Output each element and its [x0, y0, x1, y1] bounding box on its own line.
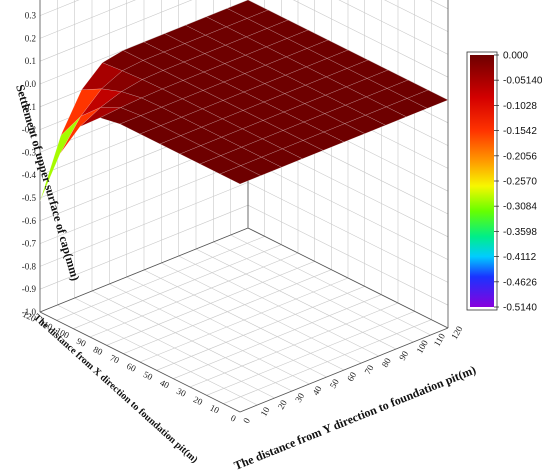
z-tick-label: 0.1 — [25, 56, 36, 66]
colorbar-tick-label: -0.1028 — [503, 101, 537, 112]
y-tick-label: 50 — [328, 377, 341, 390]
x-tick-label: 30 — [175, 386, 188, 399]
x-tick-label: 0 — [229, 413, 238, 424]
y-tick-label: 20 — [276, 398, 289, 411]
colorbar-tick-label: -0.1542 — [503, 126, 537, 137]
surface-patch — [226, 0, 269, 19]
y-tick-label: 90 — [397, 349, 410, 362]
x-tick-label: 40 — [158, 378, 171, 391]
floor-grid-line — [178, 255, 379, 357]
y-tick-label: 40 — [310, 384, 323, 397]
y-tick-label: 80 — [380, 356, 393, 369]
floor-grid-line — [143, 269, 345, 371]
x-tick-label: 70 — [108, 353, 121, 366]
surface-patch — [406, 89, 449, 109]
floor-grid-line — [230, 234, 431, 336]
z-tick-label: -0.3 — [22, 147, 37, 157]
floor-grid-line — [56, 236, 265, 321]
colorbar-gradient — [470, 55, 494, 307]
y-tick-label: 0 — [241, 416, 252, 425]
back-wall-grid-line — [384, 0, 449, 32]
z-tick-label: 0.0 — [25, 79, 37, 89]
left-wall-grid-line — [39, 204, 249, 290]
x-tick-label: 50 — [142, 369, 155, 382]
colorbar-tick-label: 0.000 — [503, 51, 528, 62]
z-tick-label: -0.1 — [22, 102, 36, 112]
axis-box-edge — [239, 327, 449, 413]
surface-layer — [39, 0, 449, 202]
colorbar: 0.000 -0.05140 -0.1028 -0.1542 -0.2056 -0.257… — [466, 51, 543, 314]
floor-grid-line — [123, 269, 332, 354]
z-tick-label: -0.6 — [22, 216, 37, 226]
z-tick-label: -0.8 — [22, 261, 37, 271]
z-tick-label: -0.2 — [22, 125, 36, 135]
y-tick-label: 60 — [345, 370, 358, 383]
x-tick-label: 60 — [125, 361, 138, 374]
y-tick-label: 120 — [449, 324, 465, 341]
back-wall-grid-line — [292, 0, 449, 78]
x-tick-label: 80 — [92, 344, 105, 357]
colorbar-tick-label: -0.4626 — [503, 277, 537, 288]
floor-grid-line — [73, 244, 282, 329]
x-tick-label: 10 — [208, 403, 221, 416]
left-wall-grid-line — [39, 0, 193, 62]
x-tick-label: 20 — [192, 394, 205, 407]
left-wall-grid-line — [39, 0, 136, 39]
floor-grid-line — [106, 261, 315, 346]
z-tick-label: -0.4 — [22, 170, 37, 180]
z-tick-label: -1.0 — [22, 307, 37, 317]
left-wall-grid-line — [39, 159, 249, 244]
colorbar-tick-label: -0.4112 — [503, 252, 537, 263]
colorbar-tick-label: -0.2056 — [503, 151, 537, 162]
colorbar-tick-label: -0.5140 — [503, 303, 537, 314]
y-tick-label: 30 — [293, 391, 306, 404]
colorbar-tick-label: -0.3598 — [503, 227, 537, 238]
colorbar-labels: 0.000 -0.05140 -0.1028 -0.1542 -0.2056 -0.257… — [494, 51, 543, 314]
colorbar-tick-label: -0.05140 — [503, 76, 543, 87]
z-tick-label: 0.2 — [25, 33, 36, 43]
back-wall-grid-line — [247, 182, 449, 283]
left-wall-grid-line — [39, 0, 80, 16]
y-tick-label: 10 — [258, 405, 271, 418]
z-tick-label: -0.5 — [22, 193, 37, 203]
colorbar-tick-label: -0.3084 — [503, 202, 537, 213]
floor-grid-line — [213, 241, 414, 343]
back-wall-grid-line — [247, 159, 449, 260]
colorbar-tick-label: -0.2570 — [503, 177, 537, 188]
back-wall-grid-line — [247, 204, 449, 306]
z-tick-label: -0.9 — [22, 284, 37, 294]
floor-grid-line — [89, 252, 299, 338]
floor-grid-line — [161, 262, 362, 364]
z-tick-label: 0.3 — [25, 11, 37, 21]
axis-box-edge — [39, 227, 249, 313]
back-wall-grid-line — [338, 0, 449, 55]
axis-box-edge — [247, 227, 449, 329]
left-wall-grid-line — [39, 182, 249, 267]
x-axis-title: The distance from X direction to foundat… — [31, 312, 200, 465]
z-tick-label: -0.7 — [22, 239, 37, 249]
y-tick-label: 70 — [362, 363, 375, 376]
axis-box-edge — [39, 311, 241, 413]
